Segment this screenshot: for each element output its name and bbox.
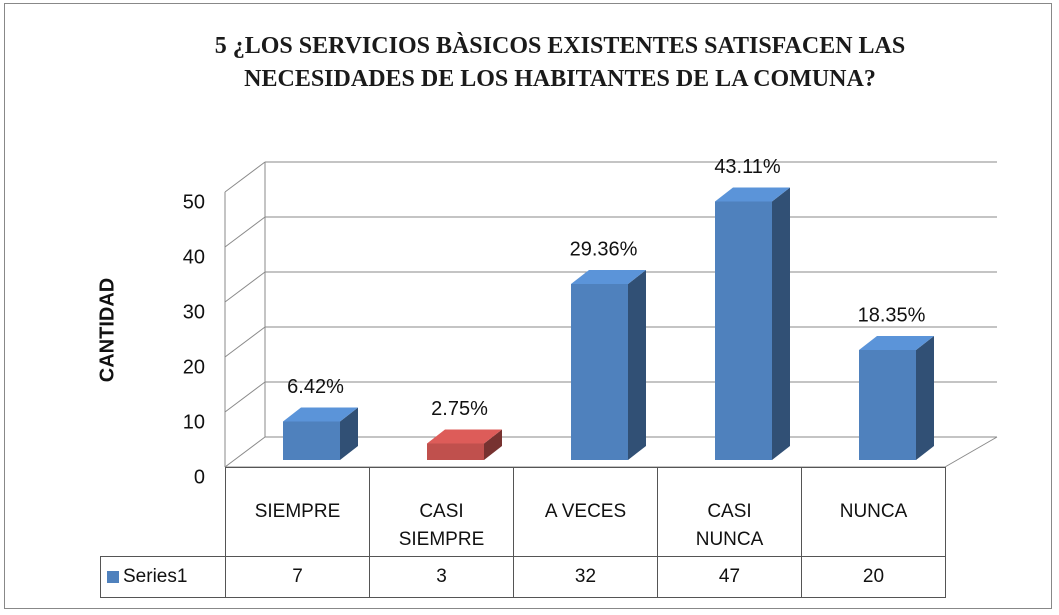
category-cell: A VECES [513, 467, 658, 557]
value-cell: 47 [657, 556, 802, 598]
legend-label: Series1 [123, 566, 188, 587]
data-label: 43.11% [714, 156, 781, 178]
bar-side [916, 336, 934, 460]
category-cell: SIEMPRE [225, 467, 370, 557]
value-cell: 7 [225, 556, 370, 598]
data-label: 29.36% [570, 238, 638, 260]
grid-line [224, 326, 266, 358]
y-axis-label: CANTIDAD [96, 278, 118, 382]
data-label: 6.42% [287, 376, 344, 398]
bar [427, 443, 484, 460]
bar-top [283, 407, 358, 422]
legend-cell: Series1 [100, 556, 226, 598]
legend-swatch [107, 571, 119, 583]
bar-side [628, 270, 646, 460]
grid-line [224, 271, 266, 303]
data-label: 2.75% [431, 398, 488, 420]
category-cell: CASI NUNCA [657, 467, 802, 557]
bar-top [427, 429, 502, 444]
value-cell: 20 [801, 556, 946, 598]
bar-top [571, 270, 646, 284]
chart-frame [4, 3, 1052, 609]
value-cell: 32 [513, 556, 658, 598]
grid-line [224, 216, 266, 248]
bar-top [859, 336, 934, 350]
grid-line [224, 436, 266, 468]
bar [859, 350, 916, 460]
grid-line [224, 381, 266, 413]
bar [571, 284, 628, 460]
floor-line [944, 436, 998, 468]
y-tick-label: 20 [183, 356, 205, 378]
bar-top [715, 187, 790, 202]
category-cell: CASI SIEMPRE [369, 467, 514, 557]
y-tick-label: 10 [183, 411, 205, 433]
bar-side [484, 429, 502, 460]
bar [715, 201, 772, 460]
bar [283, 421, 340, 460]
value-cell: 3 [369, 556, 514, 598]
bar-side [772, 187, 790, 460]
y-tick-label: 30 [183, 301, 205, 323]
y-tick-label: 50 [183, 191, 205, 213]
chart-title: 5 ¿LOS SERVICIOS BÀSICOS EXISTENTES SATI… [214, 33, 906, 92]
bar-side [340, 407, 358, 460]
y-tick-label: 40 [183, 246, 205, 268]
y-tick-label: 0 [194, 466, 205, 488]
category-cell: NUNCA [801, 467, 946, 557]
data-label: 18.35% [858, 304, 926, 326]
grid-line [224, 161, 266, 193]
